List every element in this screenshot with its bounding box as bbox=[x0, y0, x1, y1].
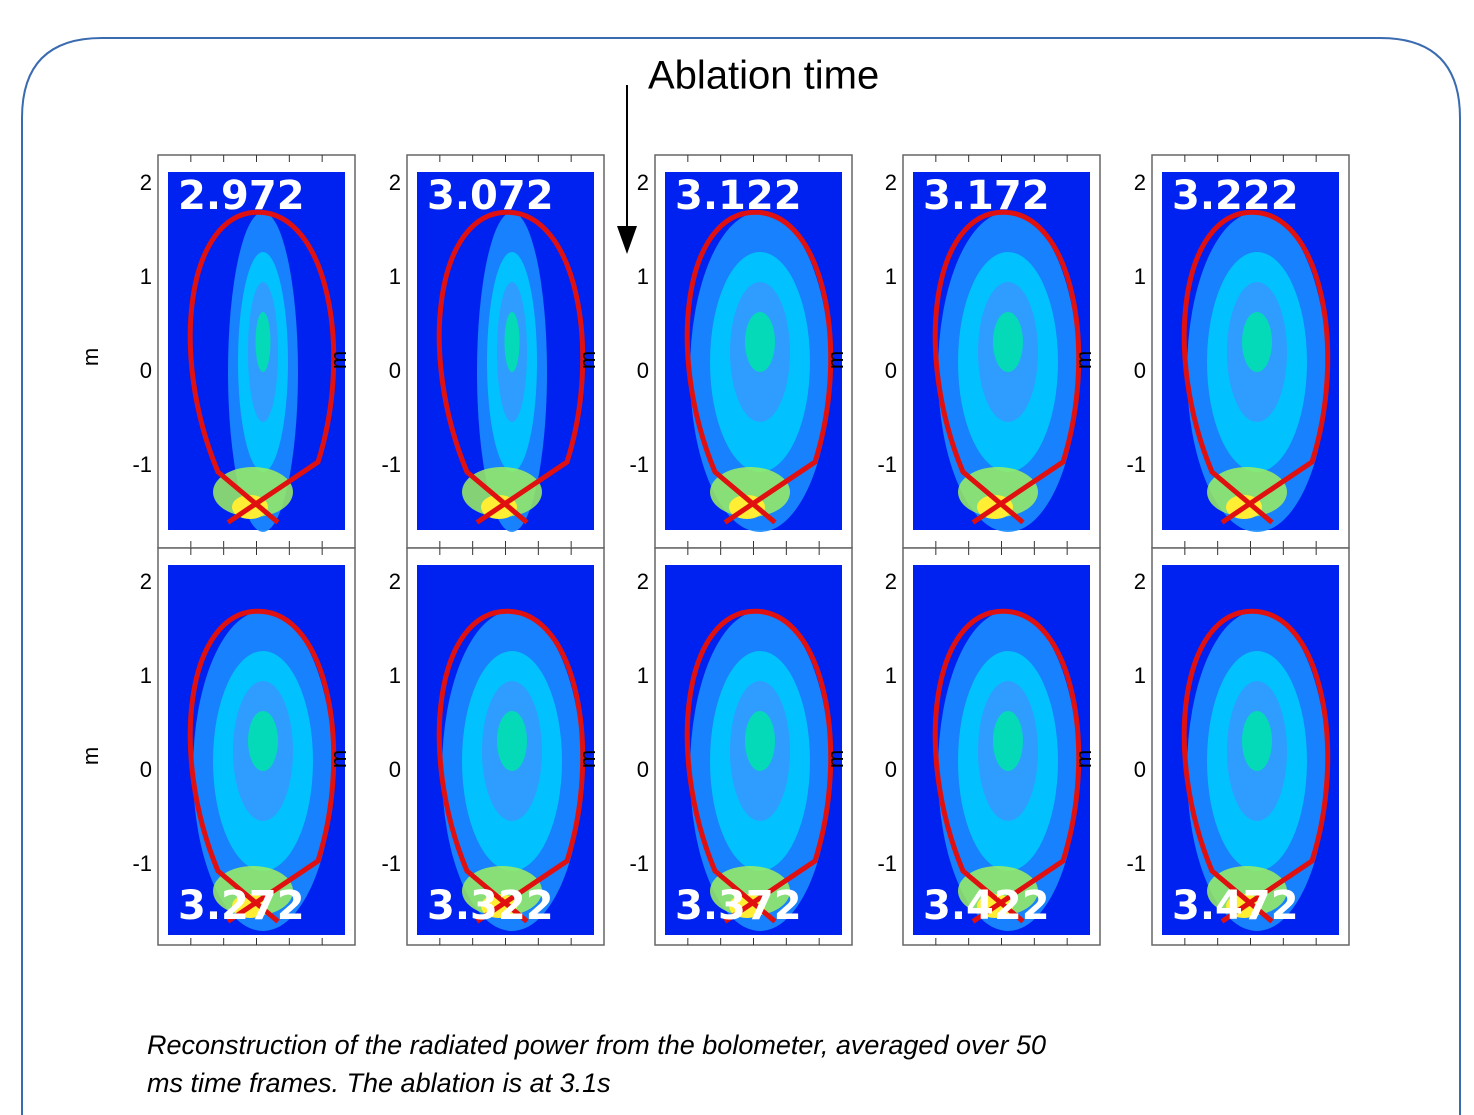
y-tick-label: -1 bbox=[381, 452, 401, 477]
y-tick-label: -1 bbox=[877, 851, 897, 876]
y-tick-label: 1 bbox=[637, 663, 649, 688]
y-tick-label: 1 bbox=[637, 264, 649, 289]
y-tick-label: 1 bbox=[885, 264, 897, 289]
panel: 2 1 0 -1 m m 2.972 bbox=[78, 154, 356, 549]
contour bbox=[745, 312, 775, 372]
y-tick-label: 0 bbox=[1134, 358, 1146, 383]
contour bbox=[993, 312, 1023, 372]
separatrix bbox=[1181, 209, 1331, 525]
caption-line: ms time frames. The ablation is at 3.1s bbox=[147, 1068, 611, 1098]
y-tick-label: 2 bbox=[637, 170, 649, 195]
y-tick-label: -1 bbox=[132, 851, 152, 876]
y-tick-label: 2 bbox=[140, 569, 152, 594]
time-label: 2.972 bbox=[178, 173, 305, 219]
axis-label: m bbox=[326, 750, 351, 768]
axis-label: m bbox=[78, 747, 103, 765]
axis-label: m bbox=[326, 351, 351, 369]
contour bbox=[1242, 312, 1272, 372]
y-tick-label: 0 bbox=[140, 358, 152, 383]
time-label: 3.222 bbox=[1172, 173, 1299, 219]
axis-label: m bbox=[823, 750, 848, 768]
y-tick-label: -1 bbox=[629, 452, 649, 477]
time-label: 3.372 bbox=[675, 883, 802, 929]
separatrix bbox=[932, 608, 1082, 924]
separatrix bbox=[436, 608, 586, 924]
contour bbox=[248, 711, 278, 771]
axis-label: m bbox=[575, 750, 600, 768]
y-tick-label: 0 bbox=[637, 757, 649, 782]
caption-line: Reconstruction of the radiated power fro… bbox=[147, 1030, 1046, 1060]
y-tick-label: 1 bbox=[140, 663, 152, 688]
contour bbox=[504, 312, 520, 372]
panel: 2 1 0 -1 m m 3.272 bbox=[78, 547, 356, 946]
time-label: 3.172 bbox=[923, 173, 1050, 219]
panel: 2 1 0 -1 m 3.172 bbox=[877, 154, 1101, 549]
y-tick-label: 0 bbox=[637, 358, 649, 383]
axis-label: m bbox=[823, 351, 848, 369]
y-tick-label: 1 bbox=[1134, 663, 1146, 688]
y-tick-label: 2 bbox=[1134, 170, 1146, 195]
contour bbox=[497, 711, 527, 771]
panel: 2 1 0 -1 m 3.322 bbox=[381, 547, 605, 946]
panel: 2 1 0 -1 3.472 bbox=[1126, 547, 1350, 946]
separatrix bbox=[436, 209, 586, 525]
panels: 2 1 0 -1 m m 2.972 2 1 0 -1 m 3.072 2 1 0 -1 m 3.122 2 1 0 -1 m… bbox=[78, 154, 1350, 946]
axis-label: m bbox=[78, 348, 103, 366]
y-tick-label: 2 bbox=[885, 170, 897, 195]
y-tick-label: 0 bbox=[885, 757, 897, 782]
time-label: 3.422 bbox=[923, 883, 1050, 929]
separatrix bbox=[187, 608, 337, 924]
contour bbox=[745, 711, 775, 771]
y-tick-label: -1 bbox=[381, 851, 401, 876]
time-label: 3.322 bbox=[427, 883, 554, 929]
panel: 2 1 0 -1 m 3.072 bbox=[381, 154, 605, 549]
y-tick-label: -1 bbox=[629, 851, 649, 876]
y-tick-label: 2 bbox=[389, 170, 401, 195]
y-tick-label: 1 bbox=[140, 264, 152, 289]
separatrix bbox=[1181, 608, 1331, 924]
frame bbox=[21, 37, 1461, 1115]
time-label: 3.472 bbox=[1172, 883, 1299, 929]
separatrix bbox=[932, 209, 1082, 525]
y-tick-label: 2 bbox=[389, 569, 401, 594]
panel: 2 1 0 -1 3.222 bbox=[1126, 154, 1350, 549]
axis-label: m bbox=[1071, 351, 1096, 369]
panel: 2 1 0 -1 m 3.122 bbox=[629, 154, 853, 549]
annotation: Ablation time bbox=[648, 54, 879, 98]
y-tick-label: 0 bbox=[1134, 757, 1146, 782]
separatrix bbox=[684, 608, 834, 924]
y-tick-label: 0 bbox=[389, 757, 401, 782]
y-tick-label: 1 bbox=[1134, 264, 1146, 289]
y-tick-label: -1 bbox=[1126, 452, 1146, 477]
y-tick-label: 1 bbox=[885, 663, 897, 688]
time-label: 3.272 bbox=[178, 883, 305, 929]
y-tick-label: 0 bbox=[885, 358, 897, 383]
y-tick-label: 1 bbox=[389, 264, 401, 289]
y-tick-label: 0 bbox=[140, 757, 152, 782]
time-label: 3.122 bbox=[675, 173, 802, 219]
arrow-head bbox=[617, 226, 637, 254]
panel: 2 1 0 -1 m 3.372 bbox=[629, 547, 853, 946]
y-tick-label: 1 bbox=[389, 663, 401, 688]
axis-label: m bbox=[1071, 750, 1096, 768]
y-tick-label: 0 bbox=[389, 358, 401, 383]
panel: 2 1 0 -1 m 3.422 bbox=[877, 547, 1101, 946]
y-tick-label: 2 bbox=[885, 569, 897, 594]
axis-label: m bbox=[575, 351, 600, 369]
y-tick-label: -1 bbox=[132, 452, 152, 477]
y-tick-label: 2 bbox=[1134, 569, 1146, 594]
y-tick-label: -1 bbox=[1126, 851, 1146, 876]
separatrix bbox=[187, 209, 337, 525]
y-tick-label: 2 bbox=[637, 569, 649, 594]
contour bbox=[1242, 711, 1272, 771]
y-tick-label: 2 bbox=[140, 170, 152, 195]
y-tick-label: -1 bbox=[877, 452, 897, 477]
contour bbox=[255, 312, 271, 372]
time-label: 3.072 bbox=[427, 173, 554, 219]
separatrix bbox=[684, 209, 834, 525]
contour bbox=[993, 711, 1023, 771]
